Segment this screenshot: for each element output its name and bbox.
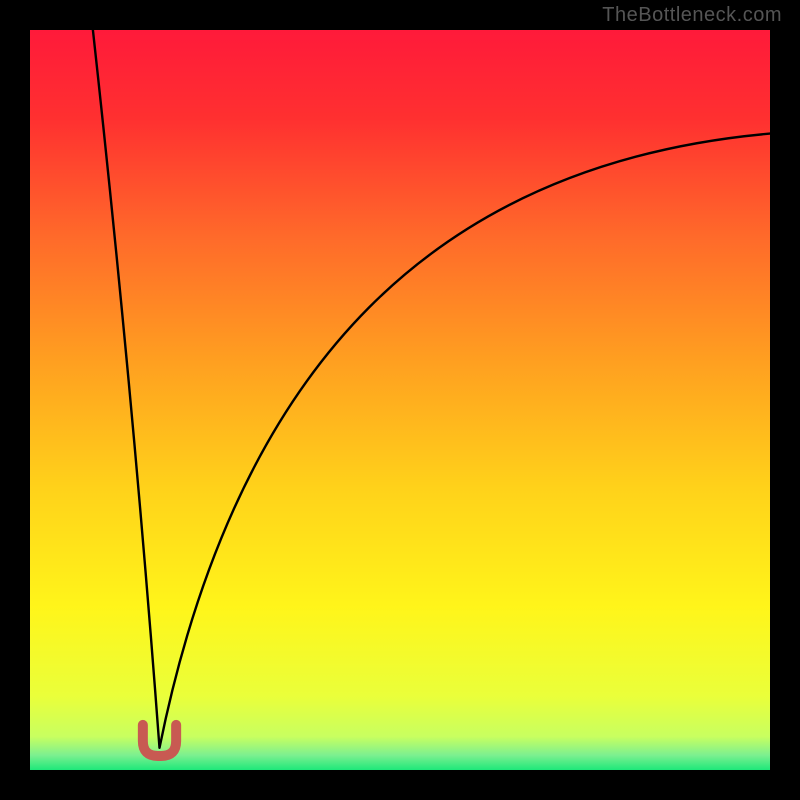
plot-area [30,30,770,770]
chart-frame: TheBottleneck.com [0,0,800,800]
gradient-chart-svg [30,30,770,770]
gradient-background [30,30,770,770]
watermark-text: TheBottleneck.com [602,4,782,27]
